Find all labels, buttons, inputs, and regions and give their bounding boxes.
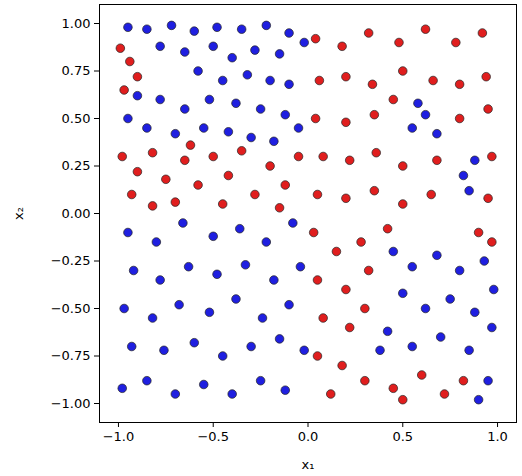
- svg-text:−0.25: −0.25: [51, 253, 91, 268]
- svg-text:0.00: 0.00: [62, 206, 91, 221]
- svg-text:−0.75: −0.75: [51, 348, 91, 363]
- svg-text:−0.50: −0.50: [51, 301, 91, 316]
- svg-text:0.25: 0.25: [62, 158, 91, 173]
- svg-text:0.5: 0.5: [392, 429, 413, 444]
- svg-text:0.75: 0.75: [62, 63, 91, 78]
- svg-text:0.0: 0.0: [298, 429, 319, 444]
- svg-text:−0.5: −0.5: [197, 429, 229, 444]
- svg-text:0.50: 0.50: [62, 111, 91, 126]
- svg-text:1.00: 1.00: [62, 16, 91, 31]
- svg-text:x₁: x₁: [302, 457, 315, 472]
- svg-text:−1.00: −1.00: [51, 396, 91, 411]
- svg-text:x₂: x₂: [11, 207, 26, 220]
- svg-text:−1.0: −1.0: [103, 429, 135, 444]
- svg-text:1.0: 1.0: [487, 429, 508, 444]
